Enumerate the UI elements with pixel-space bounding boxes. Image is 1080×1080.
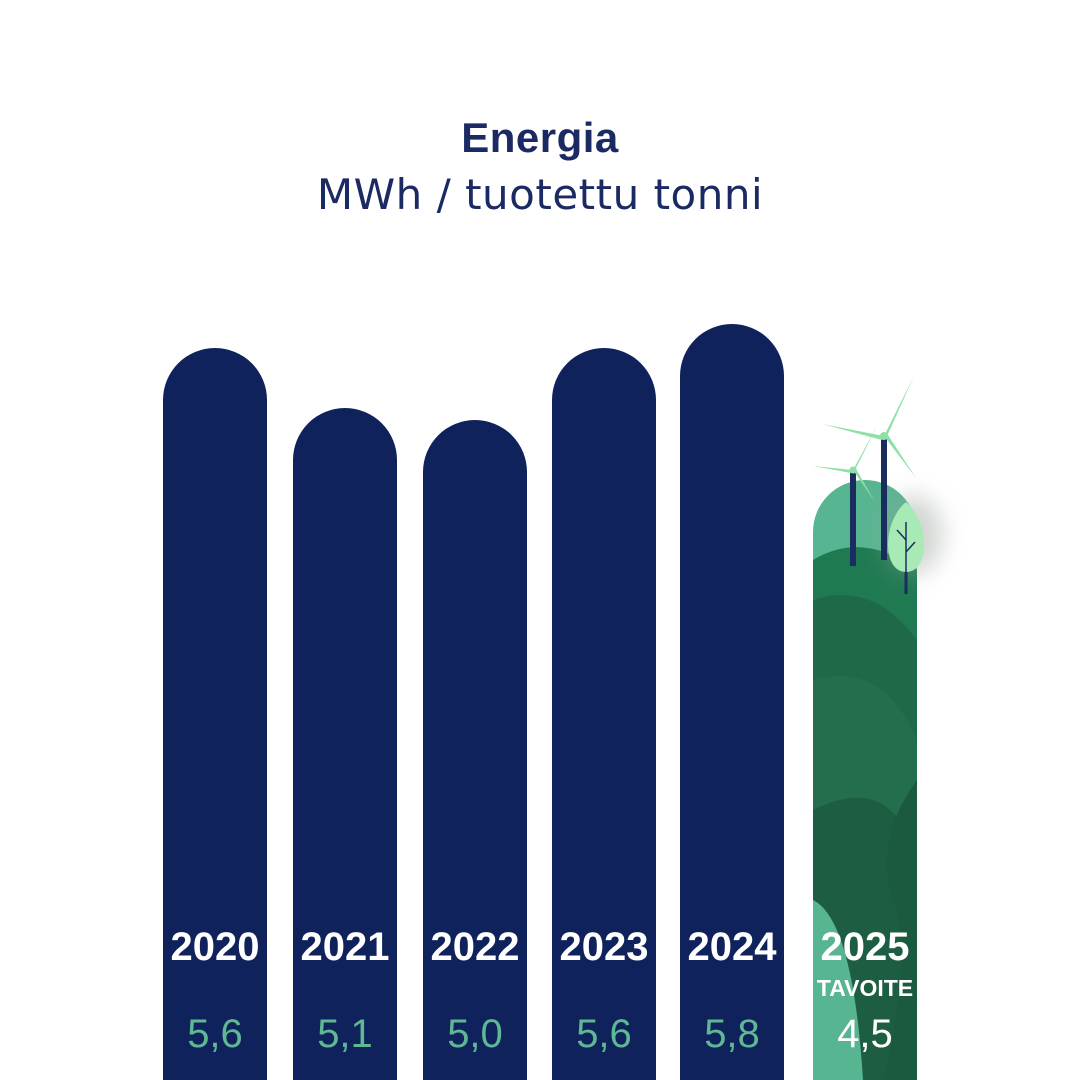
value-label-2024: 5,8 [704, 1012, 760, 1056]
bar-2023 [552, 348, 656, 1080]
year-label-2021: 2021 [301, 925, 390, 969]
year-label-2022: 2022 [431, 925, 520, 969]
target-label: TAVOITE [817, 975, 913, 1001]
year-label-2020: 2020 [171, 925, 260, 969]
value-label-2021: 5,1 [317, 1012, 373, 1056]
bar-2021 [293, 408, 397, 1080]
year-label-2024: 2024 [688, 925, 778, 969]
chart-title: Energia [461, 114, 619, 161]
bars-group [163, 324, 943, 1080]
bar-2025-target [813, 480, 917, 1080]
bar-2024 [680, 324, 784, 1080]
bar-2020 [163, 348, 267, 1080]
value-label-2023: 5,6 [576, 1012, 632, 1056]
value-label-2022: 5,0 [447, 1012, 503, 1056]
wind-turbine-illustration [813, 376, 943, 594]
year-label-2023: 2023 [560, 925, 649, 969]
value-label-2020: 5,6 [187, 1012, 243, 1056]
chart-subtitle: MWh / tuotettu tonni [316, 170, 764, 219]
turbine-tower [850, 470, 856, 566]
labels-group: 2020 5,6 2021 5,1 2022 5,0 2023 5,6 2024 5,8 2025 T… [171, 925, 914, 1056]
turbine-tower [881, 436, 887, 560]
value-label-2025: 4,5 [837, 1012, 893, 1056]
bar-2022 [423, 420, 527, 1080]
year-label-2025: 2025 [821, 925, 910, 969]
